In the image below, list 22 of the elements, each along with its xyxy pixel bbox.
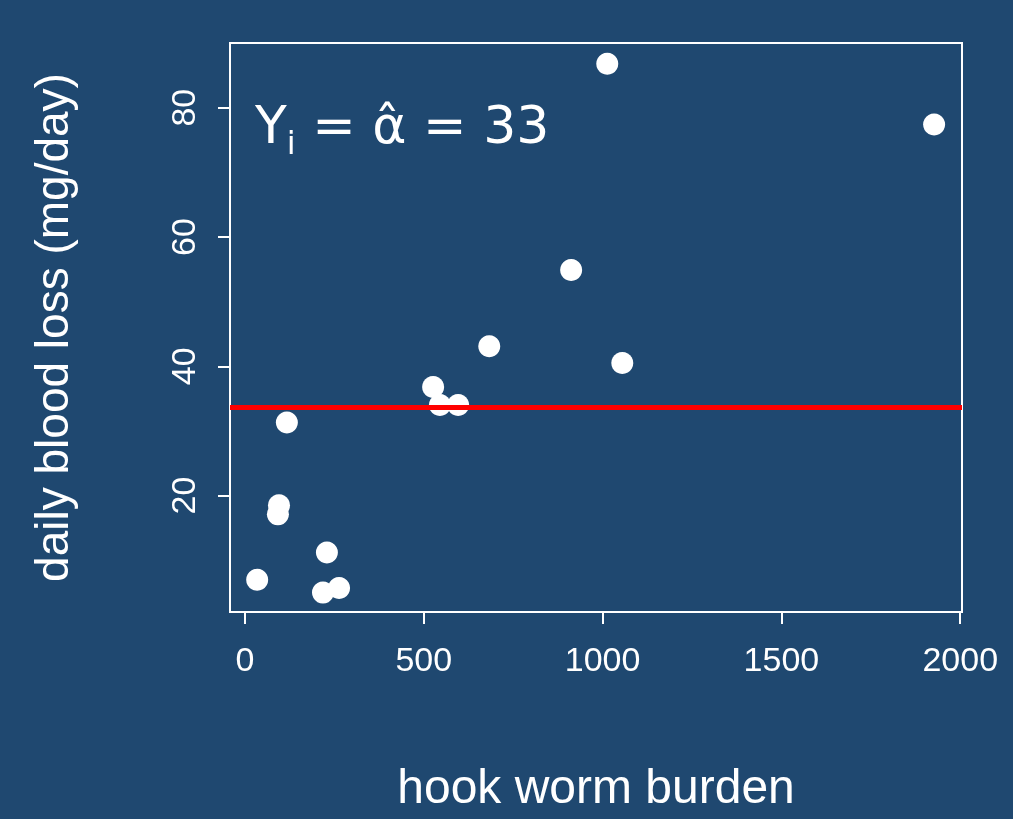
point [275, 411, 298, 434]
point [315, 541, 338, 564]
point [328, 577, 351, 600]
point [422, 375, 445, 398]
annotation: Y$_{i}$ = α̂ = 33 [255, 95, 550, 163]
x-tick-label: 500 [395, 640, 453, 678]
point [246, 568, 269, 591]
y-axis-title: daily blood loss (mg/day) [26, 73, 78, 582]
point [923, 113, 946, 136]
y-tick-label: 80 [164, 88, 202, 127]
point [478, 335, 501, 358]
y-tick-label: 20 [164, 476, 202, 515]
x-tick-label: 1000 [564, 640, 641, 678]
point [560, 258, 583, 281]
x-tick-label: 1500 [743, 640, 820, 678]
y-tick-label: 60 [164, 218, 202, 256]
x-tick-label: 2000 [922, 640, 999, 678]
point [611, 352, 634, 375]
x-tick-label: 0 [235, 640, 255, 678]
point [596, 52, 619, 75]
x-axis-title: hook worm burden [397, 759, 795, 813]
y-tick-label: 40 [164, 347, 202, 386]
